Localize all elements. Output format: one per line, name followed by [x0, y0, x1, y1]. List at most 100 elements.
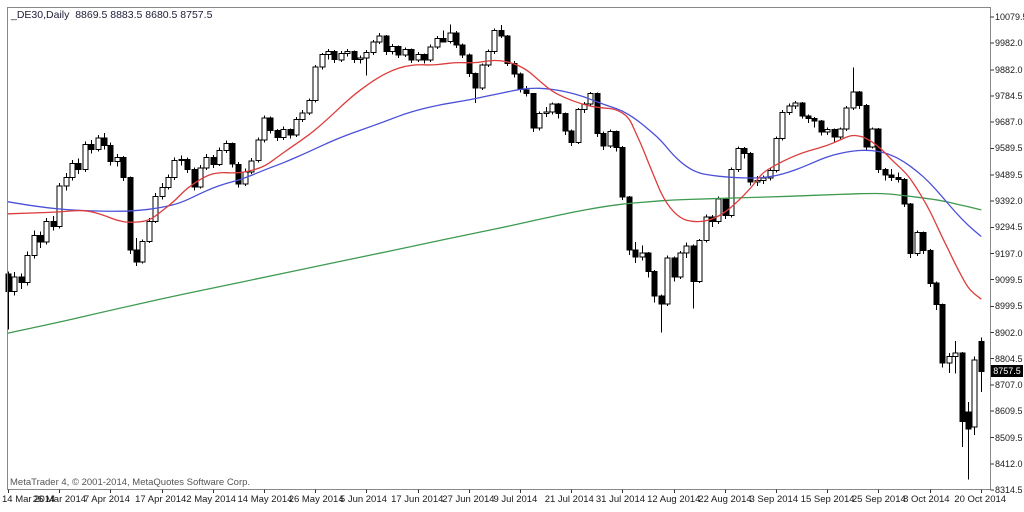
candle-body	[18, 276, 25, 284]
candle-body	[920, 231, 927, 251]
candle-body	[965, 411, 972, 430]
candle-body	[600, 133, 607, 147]
candle-body	[530, 93, 537, 129]
candle-body	[280, 129, 287, 139]
y-axis-label: 8999.5	[995, 301, 1023, 312]
candle-body	[127, 177, 134, 251]
candle-body	[837, 128, 844, 138]
candle-body	[671, 257, 678, 278]
y-axis-label: 10079.5	[995, 12, 1024, 22]
candle-body	[811, 118, 818, 122]
candle-body	[843, 107, 850, 130]
y-axis-label: 8609.5	[995, 405, 1023, 416]
candle-body	[133, 249, 140, 263]
ma-medium-blue-line	[7, 87, 982, 237]
candle-body	[639, 252, 646, 258]
y-axis-label: 8314.5	[995, 485, 1023, 495]
x-axis-label: 7 Apr 2014	[83, 494, 130, 505]
candle-body	[485, 51, 492, 66]
y-axis-label: 8412.0	[995, 458, 1023, 469]
candle-body	[293, 119, 300, 136]
candle-body	[664, 257, 671, 305]
plot-border	[7, 7, 991, 490]
candle-body	[319, 54, 326, 68]
candle-body	[24, 254, 31, 284]
x-axis-label: 14 May 2014	[237, 494, 293, 505]
candle-body	[831, 129, 838, 138]
candle-body	[376, 35, 383, 43]
candle-body	[261, 117, 268, 141]
x-axis-label: 21 Jul 2014	[544, 494, 594, 505]
candle-body	[562, 112, 569, 132]
candle-body	[408, 49, 415, 61]
candle-body	[216, 150, 223, 165]
candle-body	[312, 66, 319, 101]
copyright-text: MetaTrader 4, © 2001-2014, MetaQuotes So…	[10, 477, 251, 488]
ma-slow-green-line	[7, 192, 982, 334]
y-axis-label: 8804.5	[995, 353, 1023, 364]
x-axis-label: 3 Sep 2014	[749, 494, 799, 505]
y-axis-label: 9982.0	[995, 38, 1023, 49]
candle-body	[517, 73, 524, 91]
candle-body	[632, 249, 639, 258]
candle-body	[88, 144, 95, 150]
candle-body	[344, 51, 351, 55]
x-axis-label: 20 Oct 2014	[954, 494, 1007, 505]
candle-body	[779, 111, 786, 140]
candle-body	[383, 35, 390, 53]
x-axis-label: 17 Jun 2014	[391, 494, 444, 505]
candle-body	[325, 51, 332, 56]
candle-body	[549, 103, 556, 113]
candle-body	[267, 117, 274, 131]
candle-body	[735, 148, 742, 171]
x-axis-label: 25 Sep 2014	[851, 494, 906, 505]
ma-fast-red-line	[7, 59, 982, 300]
candle-body	[613, 130, 620, 148]
candle-body	[939, 304, 946, 364]
candle-body	[306, 100, 313, 114]
candle-body	[114, 157, 121, 163]
y-axis-label: 8707.0	[995, 379, 1023, 390]
y-axis-label: 9882.0	[995, 64, 1023, 75]
x-axis-label: 2 May 2014	[186, 494, 236, 505]
candle-body	[927, 249, 934, 284]
candle-body	[575, 109, 582, 143]
candle-body	[357, 57, 364, 61]
candle-body	[786, 105, 793, 113]
candle-body	[747, 153, 754, 183]
candle-body	[645, 252, 652, 272]
y-axis-label: 9197.0	[995, 248, 1023, 259]
candle-body	[459, 44, 466, 56]
candle-body	[120, 157, 127, 179]
candle-body	[498, 30, 505, 37]
candle-body	[907, 203, 914, 255]
candle-body	[978, 340, 985, 372]
candle-body	[389, 45, 396, 53]
candle-body	[159, 186, 166, 198]
candle-body	[223, 143, 230, 152]
candle-body	[594, 93, 601, 135]
candle-body	[351, 51, 358, 61]
candle-body	[882, 169, 889, 176]
candle-body	[203, 156, 210, 169]
x-axis-label: 5 Jun 2014	[339, 494, 387, 505]
candle-body	[146, 220, 153, 242]
candle-body	[139, 240, 146, 263]
candle-body	[427, 46, 434, 61]
candle-body	[703, 216, 710, 242]
candle-body	[856, 91, 863, 107]
y-axis-label: 9589.5	[995, 143, 1023, 154]
candle-body	[11, 276, 18, 292]
candle-body	[971, 359, 978, 428]
x-axis-label: 15 Sep 2014	[800, 494, 855, 505]
x-axis-label: 8 Oct 2014	[903, 494, 950, 505]
x-axis-label: 26 May 2014	[288, 494, 344, 505]
x-axis-label: 9 Jul 2014	[493, 494, 538, 505]
candle-body	[536, 113, 543, 129]
y-axis-label: 9489.5	[995, 170, 1023, 181]
candle-body	[901, 178, 908, 205]
candle-body	[491, 30, 498, 53]
candle-body	[107, 145, 114, 163]
